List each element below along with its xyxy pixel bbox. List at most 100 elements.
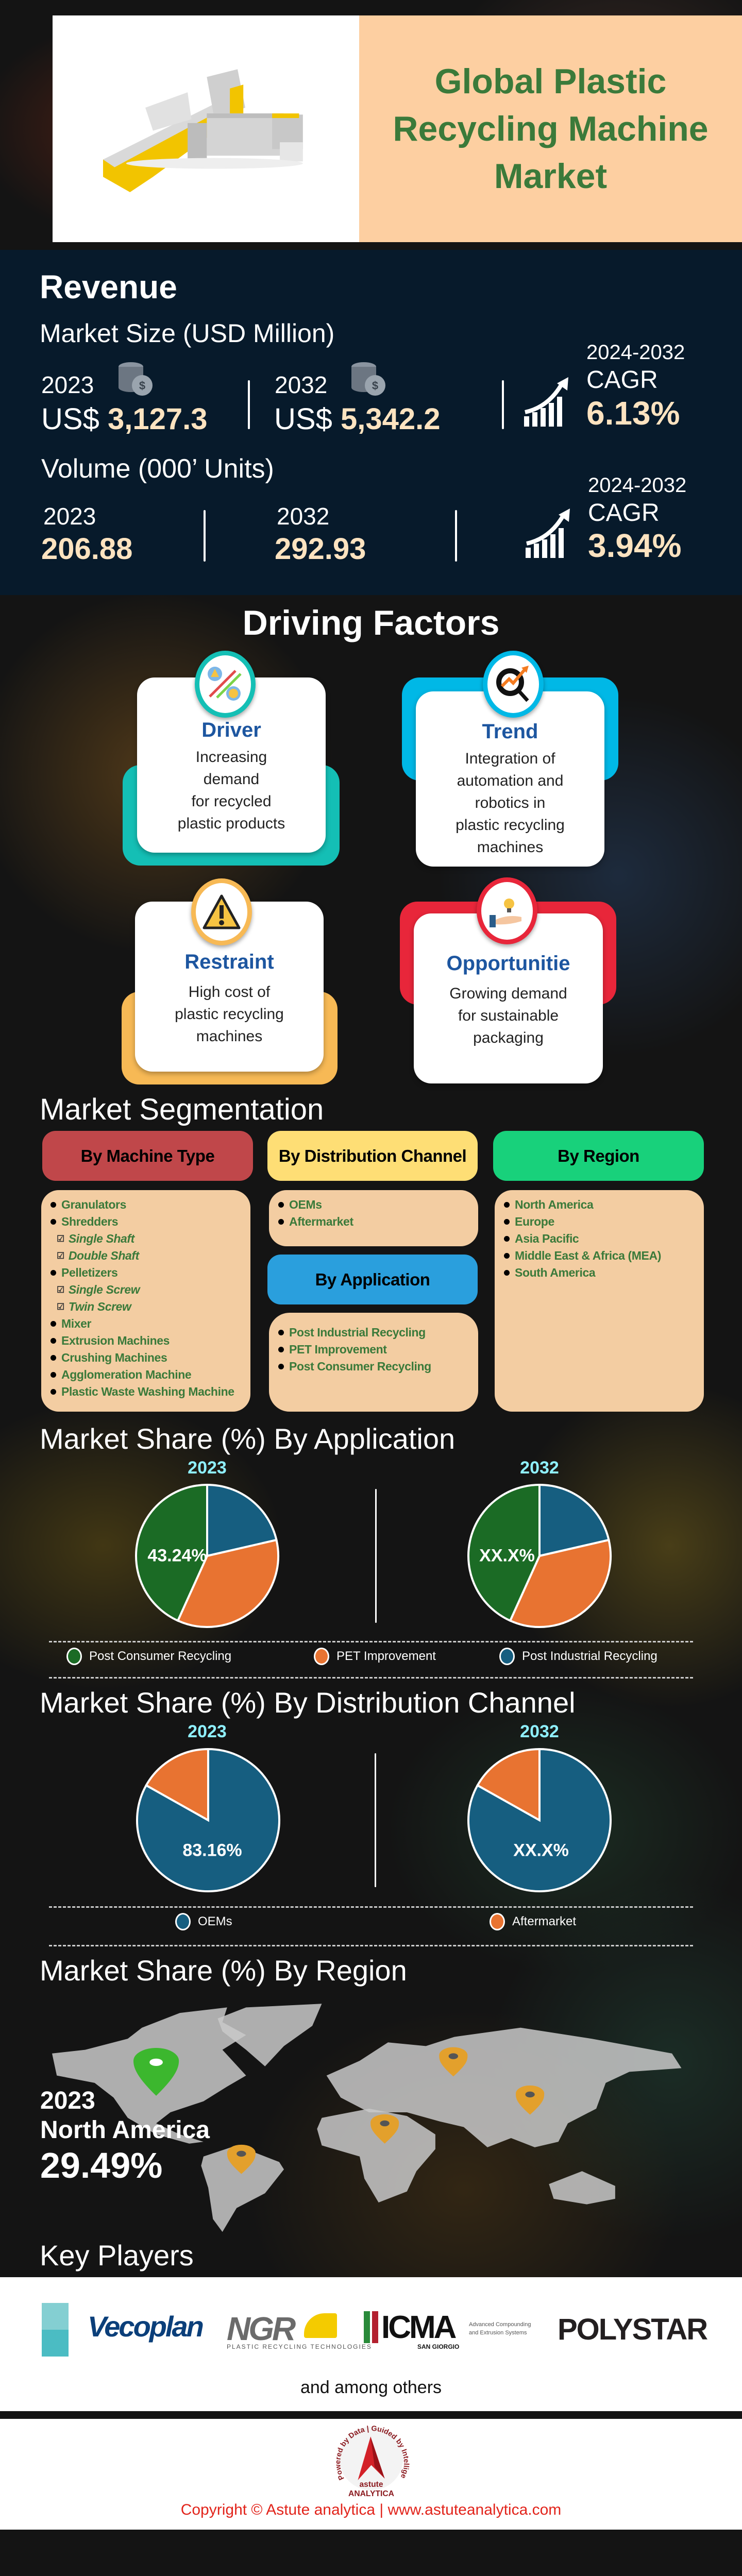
pie-slice-aftermarket: [145, 1748, 209, 1822]
check-icon: ☑: [57, 1234, 64, 1244]
volume-year-2032: 2032: [277, 503, 330, 530]
bullet-icon: [50, 1338, 56, 1344]
pie-application-2023: [135, 1483, 279, 1628]
pie-data-label: XX.X%: [513, 1840, 569, 1860]
list-item: ☑ Twin Screw: [50, 1298, 241, 1315]
australia-shape: [549, 2171, 615, 2205]
divider: [204, 510, 206, 562]
bullet-icon: [278, 1219, 284, 1225]
ngr-tagline: PLASTIC RECYCLING TECHNOLOGIES: [227, 2343, 372, 2350]
year-label: 2023: [188, 1458, 227, 1478]
idea-hand-icon: [477, 877, 537, 944]
legend-swatch: [499, 1648, 515, 1665]
map-pin-icon: [516, 2085, 545, 2115]
bullet-icon: [278, 1364, 284, 1369]
region-year: 2023: [40, 2087, 95, 2114]
svg-text:$: $: [372, 379, 378, 392]
legend-divider: [49, 1677, 693, 1679]
driving-factors-title: Driving Factors: [242, 603, 500, 642]
report-title: Global Plastic Recycling Machine Market: [359, 15, 742, 242]
svg-text:$: $: [139, 379, 145, 392]
card-title: Restraint: [184, 951, 274, 973]
volume-2023: 206.88: [41, 532, 133, 566]
list-item: Post Industrial Recycling: [278, 1324, 469, 1341]
title-line: Global Plastic: [434, 62, 667, 101]
check-icon: ☑: [57, 1285, 64, 1295]
list-item: PET Improvement: [278, 1341, 469, 1358]
growth-chart-icon: [524, 377, 568, 427]
machine-type-header: By Machine Type: [42, 1131, 253, 1181]
icma-logo-mark: [364, 2311, 370, 2343]
recycling-machine-illustration: [103, 69, 303, 193]
card-title: Driver: [201, 719, 261, 741]
legend-swatch: [314, 1648, 329, 1665]
warning-icon: [191, 878, 252, 945]
market-dynamics-icon: [195, 651, 256, 718]
application-header: By Application: [267, 1255, 478, 1304]
legend-divider: [49, 1906, 693, 1908]
copyright-text[interactable]: Copyright © Astute analytica | www.astut…: [180, 2501, 562, 2518]
list-item: Pelletizers: [50, 1264, 241, 1281]
bullet-icon: [50, 1355, 56, 1361]
divider: [502, 380, 504, 429]
cagr-period: 2024-2032: [588, 474, 687, 497]
segmentation-title: Market Segmentation: [40, 1093, 324, 1126]
volume-year-2023: 2023: [43, 503, 96, 530]
pie-data-label: XX.X%: [479, 1546, 535, 1566]
revenue-section: [0, 250, 742, 595]
cagr-period: 2024-2032: [586, 341, 685, 364]
pie-data-label: 43.24%: [147, 1546, 207, 1566]
south-america-shape: [201, 2145, 284, 2232]
icma-tagline: Advanced Compounding and Extrusion System…: [469, 2321, 531, 2336]
year-label: 2023: [188, 1722, 227, 1741]
map-pin-icon: [370, 2114, 399, 2144]
region-header: By Region: [493, 1131, 704, 1181]
legend-item: OEMs: [175, 1913, 232, 1930]
list-item: ☑ Single Shaft: [50, 1230, 241, 1247]
title-line: Market: [494, 157, 608, 196]
world-map: [52, 2004, 682, 2232]
cagr-value: 6.13%: [586, 395, 680, 432]
key-players-title: Key Players: [40, 2239, 194, 2272]
svg-text:ANALYTICA: ANALYTICA: [348, 2489, 394, 2498]
list-item: Mixer: [50, 1315, 241, 1332]
list-item: ☑ Double Shaft: [50, 1247, 241, 1264]
vecoplan-logo: Vecoplan: [88, 2310, 204, 2343]
vecoplan-logo-mark: [42, 2330, 69, 2357]
bullet-icon: [50, 1389, 56, 1395]
bullet-icon: [504, 1202, 510, 1208]
divider: [375, 1489, 377, 1623]
pie-application-2032: [467, 1483, 612, 1628]
year-2032: 2032: [275, 371, 328, 398]
growth-chart-icon: [526, 509, 570, 558]
pie-slice-post-industrial-recycling: [206, 1483, 278, 1557]
card-text: Growing demand for sustainable packaging: [449, 985, 567, 1046]
market-size-2023: US$ 3,127.3: [41, 402, 208, 436]
cagr-label: CAGR: [586, 366, 658, 394]
bullet-icon: [504, 1253, 510, 1259]
africa-shape: [317, 2108, 435, 2202]
legend-divider: [49, 1945, 693, 1946]
application-list: Post Industrial Recycling PET Improvement…: [269, 1313, 478, 1412]
bullet-icon: [50, 1270, 56, 1276]
legend-swatch: [175, 1913, 191, 1930]
pie-data-label: 83.16%: [182, 1840, 242, 1860]
bullet-icon: [504, 1219, 510, 1225]
pie-slice-post-consumer-recycling: [135, 1483, 208, 1622]
map-pin-icon: [439, 2047, 468, 2077]
region-share-value: 29.49%: [40, 2145, 163, 2185]
volume-label: Volume (000’ Units): [41, 454, 274, 484]
list-item: Middle East & Africa (MEA): [504, 1247, 695, 1264]
polystar-logo: POLYSTAR: [558, 2313, 708, 2346]
key-players-band: [0, 2277, 742, 2411]
distribution-share-title: Market Share (%) By Distribution Channel: [40, 1686, 576, 1719]
cagr-value: 3.94%: [588, 527, 682, 564]
map-pin-icon: [227, 2144, 256, 2174]
icma-logo: ICMA: [381, 2310, 457, 2345]
year-2023: 2023: [41, 371, 94, 398]
list-item: Aftermarket: [278, 1213, 469, 1230]
card-title: Opportunitie: [446, 952, 570, 975]
check-icon: ☑: [57, 1251, 64, 1261]
pie-slice-post-industrial-recycling: [538, 1483, 610, 1557]
